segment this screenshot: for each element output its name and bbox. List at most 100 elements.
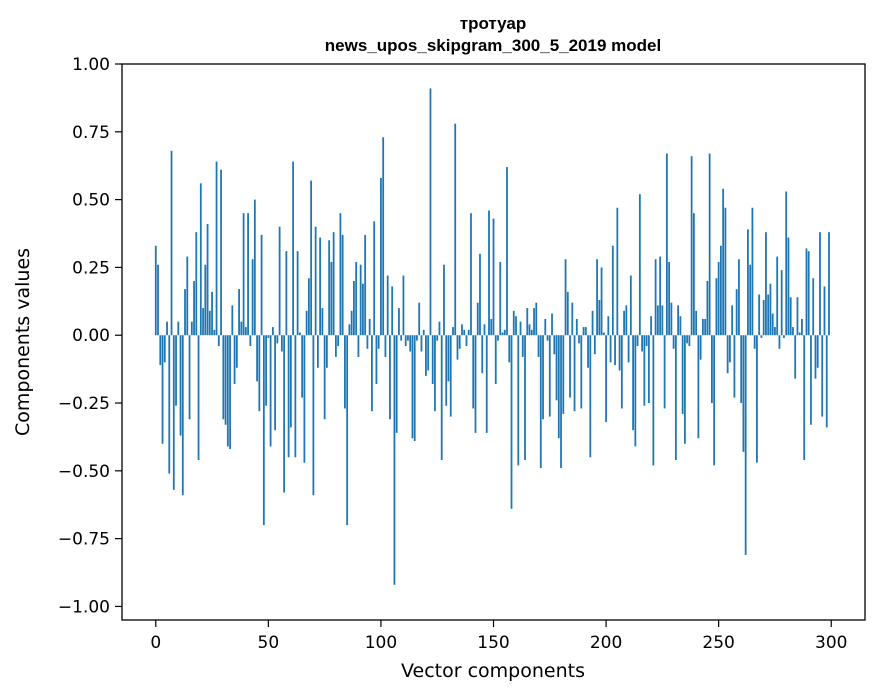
bar-component-292 — [812, 278, 815, 336]
bar-component-46 — [258, 335, 261, 412]
bar-component-170 — [537, 335, 540, 357]
bar-component-243 — [701, 318, 704, 336]
bar-component-236 — [686, 335, 689, 344]
bar-component-240 — [695, 310, 698, 336]
bar-component-104 — [389, 335, 391, 420]
bar-component-143 — [476, 302, 479, 336]
bar-component-80 — [334, 335, 337, 357]
bar-component-5 — [166, 321, 168, 336]
bar-component-249 — [715, 278, 718, 336]
bar-component-214 — [636, 335, 639, 347]
bar-component-150 — [492, 218, 495, 336]
bar-component-27 — [215, 161, 218, 336]
bar-component-43 — [251, 259, 254, 336]
bar-component-64 — [298, 332, 301, 336]
bar-component-72 — [316, 335, 319, 368]
bar-component-271 — [765, 232, 767, 336]
bar-component-111 — [404, 335, 407, 347]
bar-component-248 — [713, 335, 716, 466]
bar-component-294 — [816, 335, 819, 368]
bar-component-124 — [434, 335, 436, 412]
bar-component-251 — [720, 245, 722, 336]
y-axis-label: Components values — [12, 248, 34, 436]
bar-component-26 — [213, 329, 216, 336]
bar-component-172 — [542, 335, 544, 420]
bar-component-22 — [204, 264, 207, 336]
bar-component-117 — [418, 302, 421, 336]
bar-component-260 — [740, 335, 743, 404]
bar-component-58 — [285, 251, 288, 336]
bar-component-63 — [296, 251, 299, 336]
x-tick-label: 0 — [150, 633, 161, 653]
bar-component-35 — [233, 335, 236, 385]
bar-component-8 — [172, 335, 175, 490]
bar-component-276 — [776, 256, 779, 336]
bar-component-120 — [425, 335, 427, 376]
bar-component-275 — [774, 327, 776, 336]
bar-component-221 — [652, 335, 655, 466]
bar-component-201 — [607, 316, 610, 336]
bar-component-210 — [627, 335, 630, 363]
bar-component-190 — [582, 327, 585, 336]
bar-component-288 — [803, 335, 806, 460]
bar-component-33 — [229, 335, 231, 450]
bar-component-30 — [222, 335, 225, 420]
bar-component-70 — [312, 335, 315, 496]
bar-component-66 — [303, 335, 306, 463]
bar-component-261 — [742, 335, 745, 452]
bar-component-237 — [688, 335, 691, 347]
bar-component-188 — [578, 335, 580, 344]
bar-component-168 — [533, 308, 535, 336]
bar-component-98 — [375, 335, 378, 385]
y-axis-ticks: 1.00 0.75 0.50 0.25 0.00 −0.25 −0.50 −0.75 −1.00 — [58, 55, 122, 617]
bar-component-101 — [382, 137, 385, 336]
bar-component-272 — [767, 294, 770, 336]
bar-component-102 — [384, 335, 387, 357]
bar-component-112 — [407, 335, 409, 341]
bar-component-38 — [240, 321, 243, 336]
bar-component-90 — [357, 335, 360, 357]
y-tick-label: −0.25 — [58, 394, 110, 414]
bar-component-269 — [760, 335, 763, 338]
bar-component-176 — [551, 313, 553, 336]
x-tick-label: 100 — [365, 633, 397, 653]
bar-component-151 — [494, 335, 497, 385]
bar-component-205 — [616, 207, 619, 336]
y-tick-label: 0.00 — [72, 326, 110, 346]
bar-component-286 — [798, 332, 801, 336]
bar-component-161 — [517, 335, 520, 466]
bar-component-48 — [262, 335, 265, 526]
bar-component-88 — [353, 280, 355, 336]
bar-component-129 — [445, 335, 448, 406]
bar-component-20 — [199, 183, 202, 336]
bar-component-81 — [337, 335, 340, 347]
bar-component-12 — [181, 335, 184, 496]
bar-component-187 — [575, 318, 578, 336]
bar-component-227 — [665, 153, 668, 336]
bar-component-277 — [778, 335, 781, 349]
bar-component-226 — [663, 335, 666, 409]
bar-component-11 — [179, 335, 182, 436]
bar-component-36 — [235, 335, 238, 368]
bar-component-225 — [661, 305, 664, 336]
bar-component-19 — [197, 335, 200, 460]
plot-frame — [121, 63, 866, 621]
bar-component-128 — [443, 264, 445, 336]
bar-component-222 — [654, 259, 657, 336]
bar-component-57 — [283, 335, 286, 493]
bar-component-34 — [231, 305, 234, 336]
bar-component-203 — [611, 245, 614, 336]
bar-component-147 — [485, 335, 488, 433]
bar-component-29 — [220, 169, 222, 336]
bar-component-213 — [634, 335, 637, 447]
bar-component-71 — [314, 226, 317, 336]
bar-component-142 — [474, 335, 477, 433]
bar-component-92 — [362, 283, 364, 336]
bar-component-73 — [319, 237, 322, 336]
bar-component-223 — [656, 305, 659, 336]
bar-component-100 — [380, 177, 382, 336]
bar-component-257 — [733, 335, 736, 398]
bar-component-13 — [184, 289, 186, 336]
bar-component-136 — [461, 324, 463, 336]
